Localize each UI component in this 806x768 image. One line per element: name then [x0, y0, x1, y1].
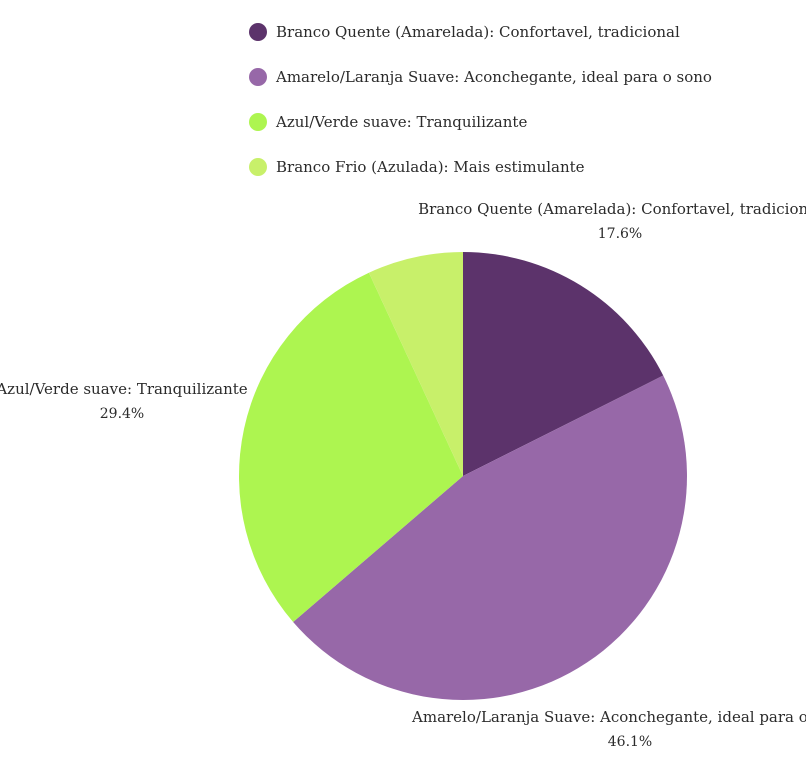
slice-percentage: 46.1% [608, 734, 652, 750]
legend-label: Azul/Verde suave: Tranquilizante [275, 113, 527, 131]
pie-slice [368, 252, 463, 476]
pie-slice [463, 252, 664, 476]
pie-slice [293, 375, 687, 700]
legend-label: Amarelo/Laranja Suave: Aconchegante, ide… [275, 68, 712, 86]
slice-label: Amarelo/Laranja Suave: Aconchegante, ide… [411, 708, 806, 726]
slice-percentage: 29.4% [100, 406, 144, 422]
legend-marker [249, 113, 267, 131]
legend-marker [249, 68, 267, 86]
legend-label: Branco Quente (Amarelada): Confortavel, … [276, 23, 680, 41]
slice-labels: Branco Quente (Amarelada): Confortavel, … [0, 200, 806, 750]
legend-label: Branco Frio (Azulada): Mais estimulante [276, 158, 585, 176]
pie-slices [239, 252, 687, 700]
pie-slice [239, 272, 463, 623]
slice-percentage: 17.6% [598, 226, 642, 242]
legend-marker [249, 158, 267, 176]
slice-label: Branco Quente (Amarelada): Confortavel, … [418, 200, 806, 218]
chart-legend: Branco Quente (Amarelada): Confortavel, … [249, 23, 712, 176]
legend-marker [249, 23, 267, 41]
slice-label: Azul/Verde suave: Tranquilizante [0, 380, 248, 398]
